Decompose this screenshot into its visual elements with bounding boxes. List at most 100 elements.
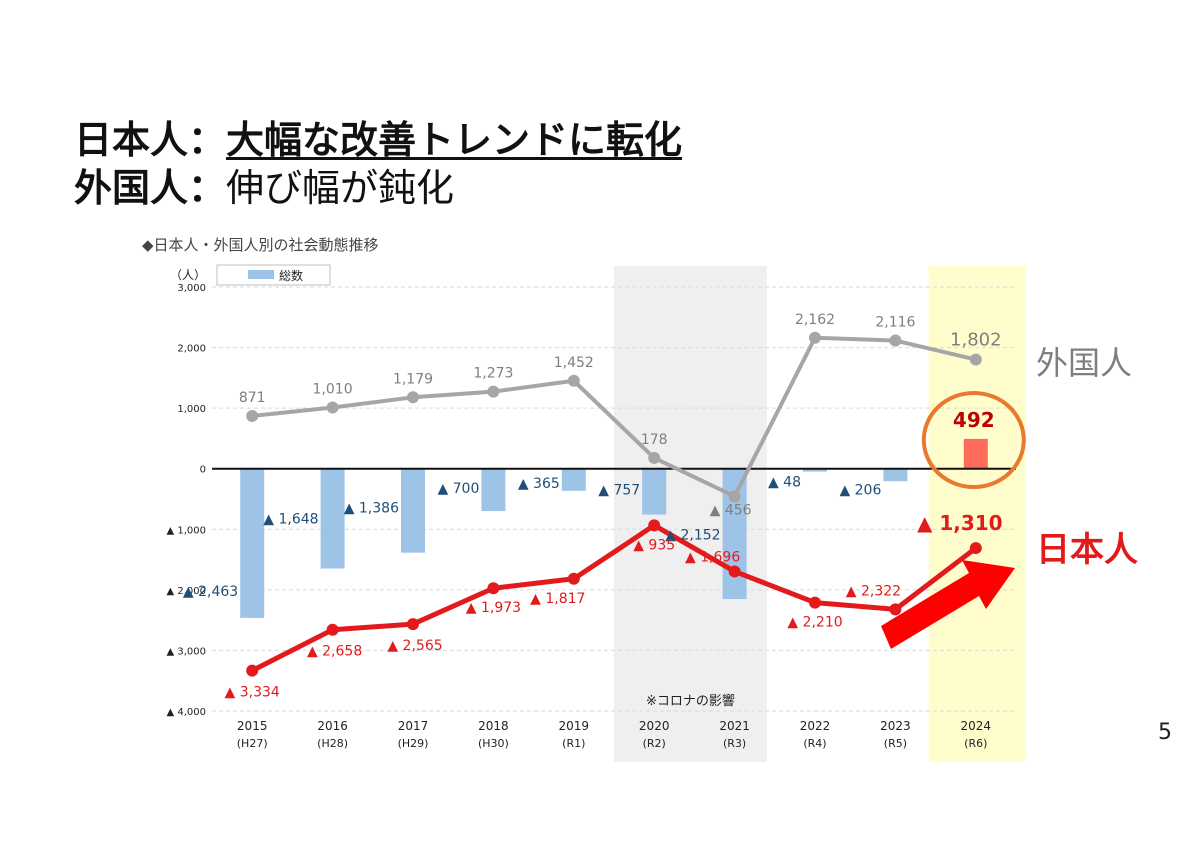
foreign-label-2017: 1,179 <box>393 371 433 387</box>
trend-arrow <box>881 560 1015 649</box>
highlight-circle <box>921 391 1026 489</box>
bar-total-2020 <box>642 468 667 515</box>
foreign-label-2020: 178 <box>641 432 668 448</box>
foreign-label-2024: 1,802 <box>950 330 1002 351</box>
foreign-label-2016: 1,010 <box>313 382 353 398</box>
foreign-point-2022 <box>809 331 821 344</box>
x-tick-label: 2020 <box>639 719 670 733</box>
y-tick-label: 2,000 <box>177 344 206 355</box>
bar-total-label-2019: ▲ 365 <box>518 476 560 492</box>
x-tick-label: 2022 <box>800 719 831 733</box>
x-tick-sublabel: (R2) <box>643 737 666 750</box>
japanese-label-2024: ▲ 1,310 <box>917 511 1003 535</box>
bar-total-2022 <box>803 468 827 472</box>
total-2024-label: 492 <box>953 408 995 432</box>
x-tick-label: 2018 <box>478 719 509 733</box>
x-tick-label: 2024 <box>961 719 992 733</box>
x-tick-label: 2021 <box>719 719 750 733</box>
foreign-point-2016 <box>326 401 339 414</box>
bar-total-label-2017: ▲ 1,386 <box>344 501 399 517</box>
shaded-region-2024 <box>928 266 1026 762</box>
bar-total-label-2016: ▲ 1,648 <box>263 512 318 528</box>
japanese-label-2019: ▲ 1,817 <box>530 591 585 607</box>
x-tick-sublabel: (R4) <box>803 737 826 750</box>
x-tick-sublabel: (R1) <box>562 737 585 750</box>
bar-total-label-2021: ▲ 2,152 <box>665 527 720 543</box>
bar-total-2019 <box>561 468 586 491</box>
x-tick-sublabel: (R5) <box>884 737 907 750</box>
y-unit-label: （人） <box>170 268 206 282</box>
y-tick-label: 0 <box>200 465 206 476</box>
japanese-line <box>251 522 978 673</box>
x-tick-sublabel: (H30) <box>478 737 509 750</box>
x-tick-sublabel: (R3) <box>723 737 746 750</box>
bar-total-label-2018: ▲ 700 <box>437 481 479 497</box>
x-tick-label: 2019 <box>559 719 590 733</box>
foreign-line <box>251 335 977 499</box>
x-tick-label: 2017 <box>398 719 429 733</box>
bar-total-label-2015: ▲ 2,463 <box>183 584 238 600</box>
x-tick-sublabel: (H29) <box>398 737 429 750</box>
foreign-label-2022: 2,162 <box>795 312 835 328</box>
bar-total-2018 <box>481 468 506 512</box>
japanese-point-2023 <box>889 603 902 616</box>
foreign-point-2017 <box>407 391 419 404</box>
x-tick-label: 2023 <box>880 719 911 733</box>
foreign-label-2018: 1,273 <box>473 366 513 382</box>
foreign-point-2015 <box>246 409 259 422</box>
japanese-label-2016: ▲ 2,658 <box>307 644 362 660</box>
foreign-point-2021 <box>728 490 741 503</box>
y-tick-label: ▲ 4,000 <box>167 707 207 718</box>
japanese-label-2021: ▲ 1,696 <box>685 549 740 565</box>
bar-total-label-2022: ▲ 48 <box>768 475 801 491</box>
japanese-point-2020 <box>648 519 661 532</box>
x-tick-sublabel: (H28) <box>317 737 348 750</box>
japanese-label-2015: ▲ 3,334 <box>225 685 280 701</box>
foreign-point-2020 <box>648 451 661 464</box>
headline-foreign: 外国人：伸び幅が鈍化 <box>74 166 454 210</box>
bar-total-2015 <box>240 468 265 618</box>
x-tick-label: 2016 <box>317 719 348 733</box>
y-tick-label: ▲ 3,000 <box>167 646 207 657</box>
legend-swatch <box>248 270 274 279</box>
japanese-point-2017 <box>407 618 419 631</box>
y-tick-label: 1,000 <box>177 404 206 415</box>
foreign-point-2024 <box>969 353 982 366</box>
headline-japanese: 日本人：大幅な改善トレンドに転化 <box>74 118 683 162</box>
japanese-label-2023: ▲ 2,322 <box>846 583 901 599</box>
foreign-series-label: 外国人 <box>1036 344 1132 382</box>
japanese-point-2021 <box>728 565 741 578</box>
headline-emphasis-1: 大幅な改善トレンドに転化 <box>226 118 683 162</box>
legend-label: 総数 <box>279 268 303 283</box>
bar-total-2021 <box>722 468 747 600</box>
japanese-label-2020: ▲ 935 <box>633 537 675 553</box>
headline-prefix-1: 日本人： <box>74 118 227 162</box>
japanese-point-2022 <box>809 596 821 609</box>
x-tick-sublabel: (H27) <box>237 737 268 750</box>
headline-prefix-2: 外国人： <box>74 166 227 210</box>
bar-total-label-2023: ▲ 206 <box>839 483 881 499</box>
page-number: 5 <box>1158 720 1172 745</box>
y-tick-label: ▲ 1,000 <box>167 525 207 536</box>
covid-note: ※コロナの影響 <box>646 693 735 709</box>
japanese-label-2022: ▲ 2,210 <box>787 615 842 631</box>
japanese-label-2018: ▲ 1,973 <box>466 600 521 616</box>
bar-total-2024 <box>963 438 988 469</box>
chart-title: ◆日本人・外国人別の社会動態推移 <box>142 236 379 254</box>
foreign-point-2023 <box>889 334 902 347</box>
foreign-point-2018 <box>487 385 500 398</box>
japanese-point-2015 <box>246 664 259 677</box>
japanese-point-2024 <box>969 542 982 555</box>
y-tick-label: 3,000 <box>177 283 206 294</box>
bar-total-2023 <box>883 468 908 482</box>
japanese-point-2018 <box>487 582 500 595</box>
foreign-label-2015: 871 <box>239 390 266 406</box>
japanese-point-2019 <box>567 572 580 585</box>
japanese-point-2016 <box>326 623 339 636</box>
foreign-label-2021: ▲ 456 <box>710 502 752 518</box>
x-tick-label: 2015 <box>237 719 268 733</box>
japanese-series-label: 日本人 <box>1036 530 1138 570</box>
foreign-label-2019: 1,452 <box>554 355 594 371</box>
bar-total-2017 <box>401 468 425 553</box>
